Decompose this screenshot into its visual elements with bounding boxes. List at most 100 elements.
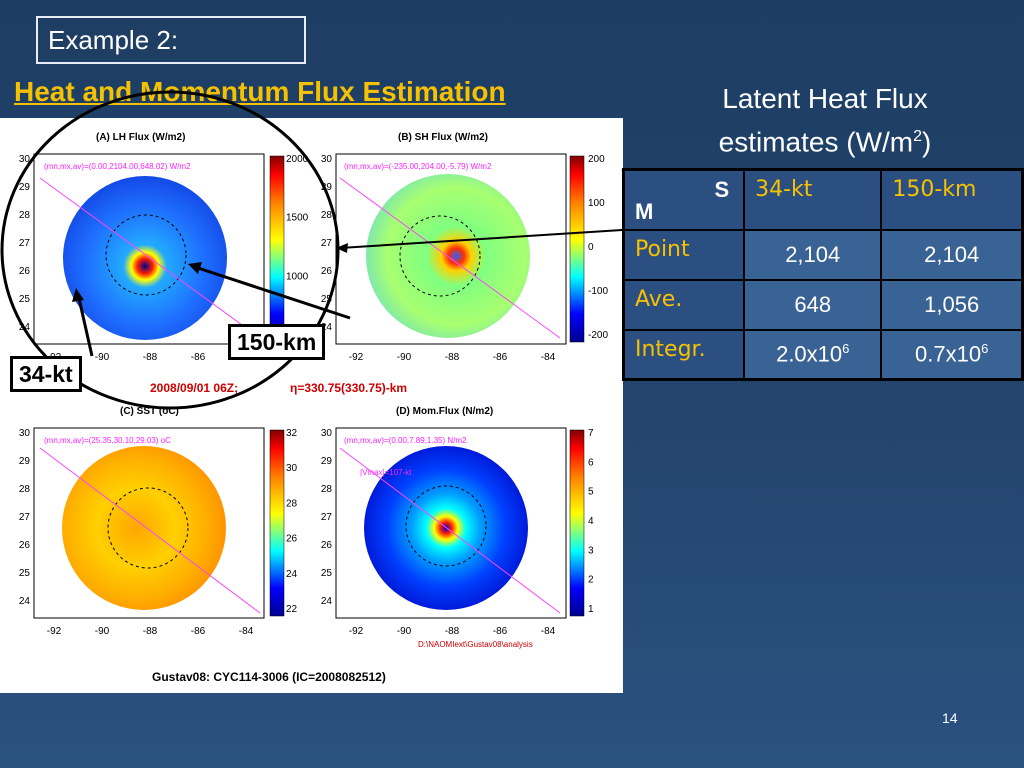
y-tick-label: 24 — [321, 596, 333, 607]
table-row: Integr. 2.0x106 0.7x106 — [622, 328, 1024, 381]
colorbar-tick-label: 1500 — [286, 213, 309, 224]
vmax-label: |Vmax|=107-kt — [360, 468, 412, 477]
x-tick-label: -92 — [47, 626, 62, 637]
y-tick-label: 29 — [19, 456, 31, 467]
colorbar-tick-label: 1 — [588, 604, 594, 615]
colorbar-tick-label: -200 — [588, 330, 608, 341]
cell-value: 2,104 — [880, 228, 1024, 281]
panel-a-title: (A) LH Flux (W/m2) — [96, 132, 186, 143]
y-tick-label: 28 — [321, 484, 333, 495]
example-label: Example 2: — [36, 16, 306, 64]
panel-d-stats: (mn,mx,av)=(0.00,7.89,1.35) N/m2 — [344, 436, 467, 445]
y-tick-label: 30 — [321, 428, 333, 439]
cell-value: 2.0x106 — [743, 328, 883, 381]
y-tick-label: 27 — [321, 512, 333, 523]
panel-d-title: (D) Mom.Flux (N/m2) — [396, 406, 494, 417]
corner-s: S — [714, 177, 730, 202]
y-tick-label: 27 — [321, 238, 333, 249]
cell-value: 648 — [743, 278, 883, 331]
colorbar-tick-label: 200 — [588, 154, 605, 165]
colorbar-tick-label: 24 — [286, 569, 298, 580]
panel-d-map — [335, 427, 585, 619]
slide-number: 14 — [942, 710, 958, 726]
y-tick-label: 29 — [321, 182, 333, 193]
colorbar-tick-label: 22 — [286, 604, 298, 615]
table-row: Ave. 648 1,056 — [622, 278, 1024, 331]
panel-c-stats: (mn,mx,av)=(25.35,30.10,29.03) oC — [44, 436, 171, 445]
panel-a-map — [33, 153, 285, 345]
panel-b-title: (B) SH Flux (W/m2) — [398, 132, 488, 143]
colorbar-tick-label: 2000 — [286, 154, 309, 165]
y-tick-label: 29 — [19, 182, 31, 193]
y-tick-label: 28 — [19, 484, 31, 495]
colorbar-tick-label: -100 — [588, 286, 608, 297]
path-label: D:\NAOMIext\Gustav08\analysis — [418, 640, 533, 649]
y-tick-label: 25 — [19, 294, 31, 305]
y-tick-label: 26 — [321, 540, 333, 551]
colorbar-tick-label: 6 — [588, 457, 594, 468]
x-tick-label: -86 — [493, 626, 508, 637]
y-tick-label: 30 — [321, 154, 333, 165]
date-label: 2008/09/01 06Z; — [150, 381, 239, 395]
y-tick-label: 26 — [321, 266, 333, 277]
row-label: Integr. — [622, 328, 746, 381]
lhf-line2: estimates (W/m2) — [718, 126, 932, 158]
table-row: Point 2,104 2,104 — [622, 228, 1024, 281]
x-tick-label: -86 — [191, 626, 206, 637]
colorbar-tick-label: 3 — [588, 545, 594, 556]
x-tick-label: -84 — [239, 626, 254, 637]
y-tick-label: 28 — [321, 210, 333, 221]
cell-value: 1,056 — [880, 278, 1024, 331]
colorbar-tick-label: 5 — [588, 487, 594, 498]
x-tick-label: -90 — [397, 626, 412, 637]
flux-maps-svg: 30292827262524-92-90-88-86-8420001500100… — [19, 153, 608, 637]
colorbar-tick-label: 7 — [588, 428, 594, 439]
x-tick-label: -88 — [445, 352, 460, 363]
col-34kt: 34-kt — [743, 168, 883, 231]
callout-150km: 150-km — [228, 324, 326, 360]
y-tick-label: 25 — [321, 568, 333, 579]
colorbar-tick-label: 0 — [588, 242, 594, 253]
row-label: Point — [622, 228, 746, 281]
colorbar-tick-label: 30 — [286, 463, 298, 474]
y-tick-label: 26 — [19, 266, 31, 277]
y-tick-label: 28 — [19, 210, 31, 221]
eta-label: η=330.75(330.75)-km — [290, 381, 408, 395]
flux-table: S M 34-kt 150-km Point 2,104 2,104 Ave. … — [622, 168, 1024, 381]
slide-title: Heat and Momentum Flux Estimation — [14, 76, 506, 107]
colorbar-tick-label: 32 — [286, 428, 298, 439]
y-tick-label: 27 — [19, 512, 31, 523]
x-tick-label: -86 — [191, 352, 206, 363]
y-tick-label: 24 — [19, 322, 31, 333]
colorbar-tick-label: 1000 — [286, 271, 309, 282]
y-tick-label: 24 — [19, 596, 31, 607]
y-tick-label: 30 — [19, 428, 31, 439]
x-tick-label: -92 — [349, 352, 364, 363]
table-corner: S M — [622, 168, 746, 231]
x-tick-label: -84 — [541, 626, 556, 637]
colorbar-tick-label: 28 — [286, 498, 298, 509]
x-tick-label: -86 — [493, 352, 508, 363]
lhf-line1: Latent Heat Flux — [722, 83, 928, 114]
y-tick-label: 29 — [321, 456, 333, 467]
y-tick-label: 26 — [19, 540, 31, 551]
cell-value: 2,104 — [743, 228, 883, 281]
x-tick-label: -88 — [445, 626, 460, 637]
panel-c-title: (C) SST (oC) — [120, 406, 179, 417]
panel-b-stats: (mn,mx,av)=(-235.00,204.00,-5.79) W/m2 — [344, 162, 492, 171]
y-tick-label: 25 — [19, 568, 31, 579]
colorbar-tick-label: 2 — [588, 575, 594, 586]
panel-a-stats: (mn,mx,av)=(0.00,2104.00,648.02) W/m2 — [44, 162, 191, 171]
x-tick-label: -88 — [143, 626, 158, 637]
row-label: Ave. — [622, 278, 746, 331]
x-tick-label: -88 — [143, 352, 158, 363]
x-tick-label: -90 — [95, 626, 110, 637]
colorbar-tick-label: 26 — [286, 534, 298, 545]
callout-34kt: 34-kt — [10, 356, 82, 392]
colorbar-tick-label: 4 — [588, 516, 594, 527]
figure-caption: Gustav08: CYC114-3006 (IC=2008082512) — [152, 670, 386, 684]
colorbar-tick-label: 100 — [588, 198, 605, 209]
lhf-heading: Latent Heat Flux estimates (W/m2) — [660, 80, 990, 161]
flux-figure: 30292827262524-92-90-88-86-8420001500100… — [0, 118, 623, 693]
col-150km: 150-km — [880, 168, 1024, 231]
